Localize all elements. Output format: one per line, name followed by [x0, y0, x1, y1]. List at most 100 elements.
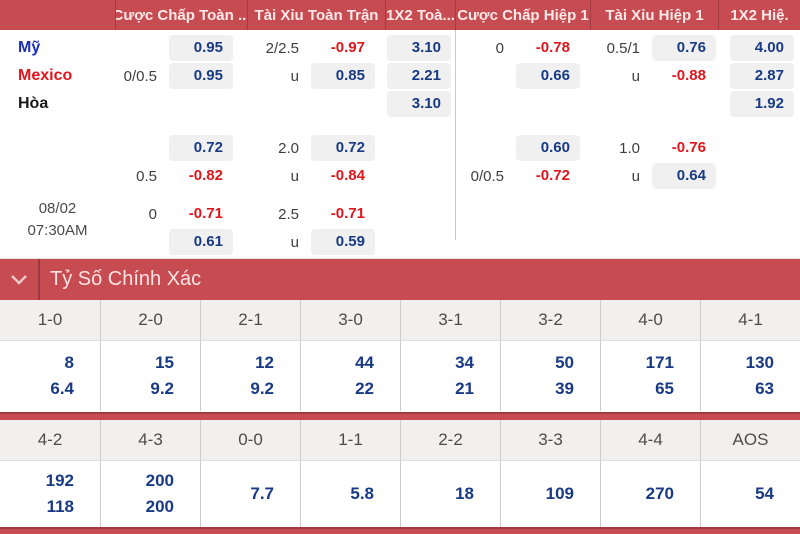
- odds-value[interactable]: -0.82: [188, 167, 223, 184]
- odds-cell[interactable]: 0.5 -0.82: [115, 162, 247, 190]
- odds-value[interactable]: 0.85: [311, 63, 375, 89]
- odds-cell[interactable]: 2.5 -0.71: [247, 200, 385, 228]
- score-odds-cell[interactable]: 270: [600, 461, 700, 527]
- score-odds-cell[interactable]: 44 22: [300, 341, 400, 411]
- score-odds-cell[interactable]: 192 118: [0, 461, 100, 527]
- score-odds-value[interactable]: 200: [145, 471, 174, 490]
- odds-value[interactable]: 0.59: [311, 229, 375, 255]
- odds-cell[interactable]: 0/0.5 -0.72: [455, 162, 590, 190]
- odds-value[interactable]: -0.88: [671, 67, 706, 84]
- score-odds-value[interactable]: 63: [755, 379, 774, 398]
- odds-value[interactable]: 3.10: [387, 91, 451, 117]
- halves-divider: [455, 30, 456, 240]
- score-odds-value[interactable]: 109: [545, 484, 574, 503]
- score-odds-cell[interactable]: 5.8: [300, 461, 400, 527]
- odds-cell[interactable]: u 0.64: [590, 162, 718, 190]
- odds-value[interactable]: -0.97: [330, 39, 365, 56]
- score-odds-value[interactable]: 12: [255, 353, 274, 372]
- correct-score-banner[interactable]: Tỷ Số Chính Xác: [0, 259, 800, 300]
- odds-value[interactable]: 2.21: [387, 63, 451, 89]
- score-odds-value[interactable]: 34: [455, 353, 474, 372]
- odds-value[interactable]: 2.87: [730, 63, 794, 89]
- score-odds-value[interactable]: 21: [455, 379, 474, 398]
- odds-value[interactable]: -0.72: [535, 167, 570, 184]
- odds-value[interactable]: 4.00: [730, 35, 794, 61]
- odds-cell[interactable]: 0.5/1 0.76: [590, 34, 718, 62]
- odds-value[interactable]: 0.72: [311, 135, 375, 161]
- odds-value[interactable]: 0.76: [652, 35, 716, 61]
- score-odds-value[interactable]: 6.4: [50, 379, 74, 398]
- score-odds-value[interactable]: 5.8: [350, 484, 374, 503]
- odds-cell[interactable]: 4.00: [718, 34, 800, 62]
- score-odds-cell[interactable]: 130 63: [700, 341, 800, 411]
- odds-value[interactable]: 1.92: [730, 91, 794, 117]
- odds-value[interactable]: 0.60: [516, 135, 580, 161]
- score-odds-cell[interactable]: 171 65: [600, 341, 700, 411]
- odds-value[interactable]: 0.64: [652, 163, 716, 189]
- odds-cell[interactable]: u -0.88: [590, 62, 718, 90]
- odds-cell[interactable]: 2.87: [718, 62, 800, 90]
- score-odds-cell[interactable]: 7.7: [200, 461, 300, 527]
- score-odds-cell[interactable]: 200 200: [100, 461, 200, 527]
- score-odds-cell[interactable]: 54: [700, 461, 800, 527]
- odds-value[interactable]: -0.78: [535, 39, 570, 56]
- score-odds-value[interactable]: 171: [645, 353, 674, 372]
- score-odds-value[interactable]: 39: [555, 379, 574, 398]
- odds-cell[interactable]: u 0.85: [247, 62, 385, 90]
- score-odds-value[interactable]: 270: [645, 484, 674, 503]
- score-odds-value[interactable]: 54: [755, 484, 774, 503]
- odds-cell[interactable]: 2/2.5 -0.97: [247, 34, 385, 62]
- odds-value[interactable]: 0.95: [169, 63, 233, 89]
- score-odds-value[interactable]: 18: [455, 484, 474, 503]
- score-odds-value[interactable]: 118: [46, 497, 74, 516]
- odds-value[interactable]: 0.61: [169, 229, 233, 255]
- chevron-down-icon[interactable]: [0, 259, 40, 300]
- score-odds-value[interactable]: 7.7: [250, 484, 274, 503]
- odds-cell[interactable]: u 0.59: [247, 228, 385, 256]
- score-odds-value[interactable]: 200: [145, 497, 174, 516]
- odds-cell[interactable]: 0.66: [455, 62, 590, 90]
- score-odds-cell[interactable]: 18: [400, 461, 500, 527]
- score-odds-cell[interactable]: 8 6.4: [0, 341, 100, 411]
- odds-cell: [247, 90, 385, 118]
- odds-cell[interactable]: 3.10: [385, 90, 455, 118]
- odds-value[interactable]: -0.76: [671, 139, 706, 156]
- score-odds-value[interactable]: 15: [155, 353, 174, 372]
- odds-header: Cược Chấp Toàn ... Tài Xỉu Toàn Trận 1X2 T…: [0, 0, 800, 30]
- score-odds-value[interactable]: 44: [355, 353, 374, 372]
- score-odds-value[interactable]: 65: [655, 379, 674, 398]
- odds-cell[interactable]: u -0.84: [247, 162, 385, 190]
- odds-value[interactable]: 3.10: [387, 35, 451, 61]
- odds-cell[interactable]: 0.61: [115, 228, 247, 256]
- score-odds-value[interactable]: 130: [745, 353, 774, 372]
- odds-value[interactable]: -0.71: [330, 205, 365, 222]
- odds-cell[interactable]: 0 -0.78: [455, 34, 590, 62]
- score-odds-value[interactable]: 8: [64, 353, 74, 372]
- odds-cell[interactable]: 1.92: [718, 90, 800, 118]
- score-odds-value[interactable]: 192: [45, 471, 74, 490]
- odds-cell[interactable]: 0.95: [115, 34, 247, 62]
- score-odds-cell[interactable]: 50 39: [500, 341, 600, 411]
- odds-cell[interactable]: 0 -0.71: [115, 200, 247, 228]
- score-odds-cell[interactable]: 34 21: [400, 341, 500, 411]
- score-odds-value[interactable]: 9.2: [250, 379, 274, 398]
- odds-cell[interactable]: 3.10: [385, 34, 455, 62]
- score-odds-value[interactable]: 9.2: [150, 379, 174, 398]
- odds-value[interactable]: 0.95: [169, 35, 233, 61]
- odds-cell[interactable]: 0/0.5 0.95: [115, 62, 247, 90]
- odds-cell[interactable]: 0.60: [455, 134, 590, 162]
- score-odds-cell[interactable]: 15 9.2: [100, 341, 200, 411]
- score-odds-value[interactable]: 50: [555, 353, 574, 372]
- handicap-line: 0: [148, 205, 157, 223]
- odds-cell[interactable]: 2.0 0.72: [247, 134, 385, 162]
- score-odds-cell[interactable]: 12 9.2: [200, 341, 300, 411]
- odds-value[interactable]: 0.66: [516, 63, 580, 89]
- odds-value[interactable]: -0.84: [330, 167, 365, 184]
- odds-cell[interactable]: 0.72: [115, 134, 247, 162]
- odds-cell[interactable]: 1.0 -0.76: [590, 134, 718, 162]
- score-odds-value[interactable]: 22: [355, 379, 374, 398]
- odds-value[interactable]: 0.72: [169, 135, 233, 161]
- odds-cell[interactable]: 2.21: [385, 62, 455, 90]
- score-odds-cell[interactable]: 109: [500, 461, 600, 527]
- odds-value[interactable]: -0.71: [188, 205, 223, 222]
